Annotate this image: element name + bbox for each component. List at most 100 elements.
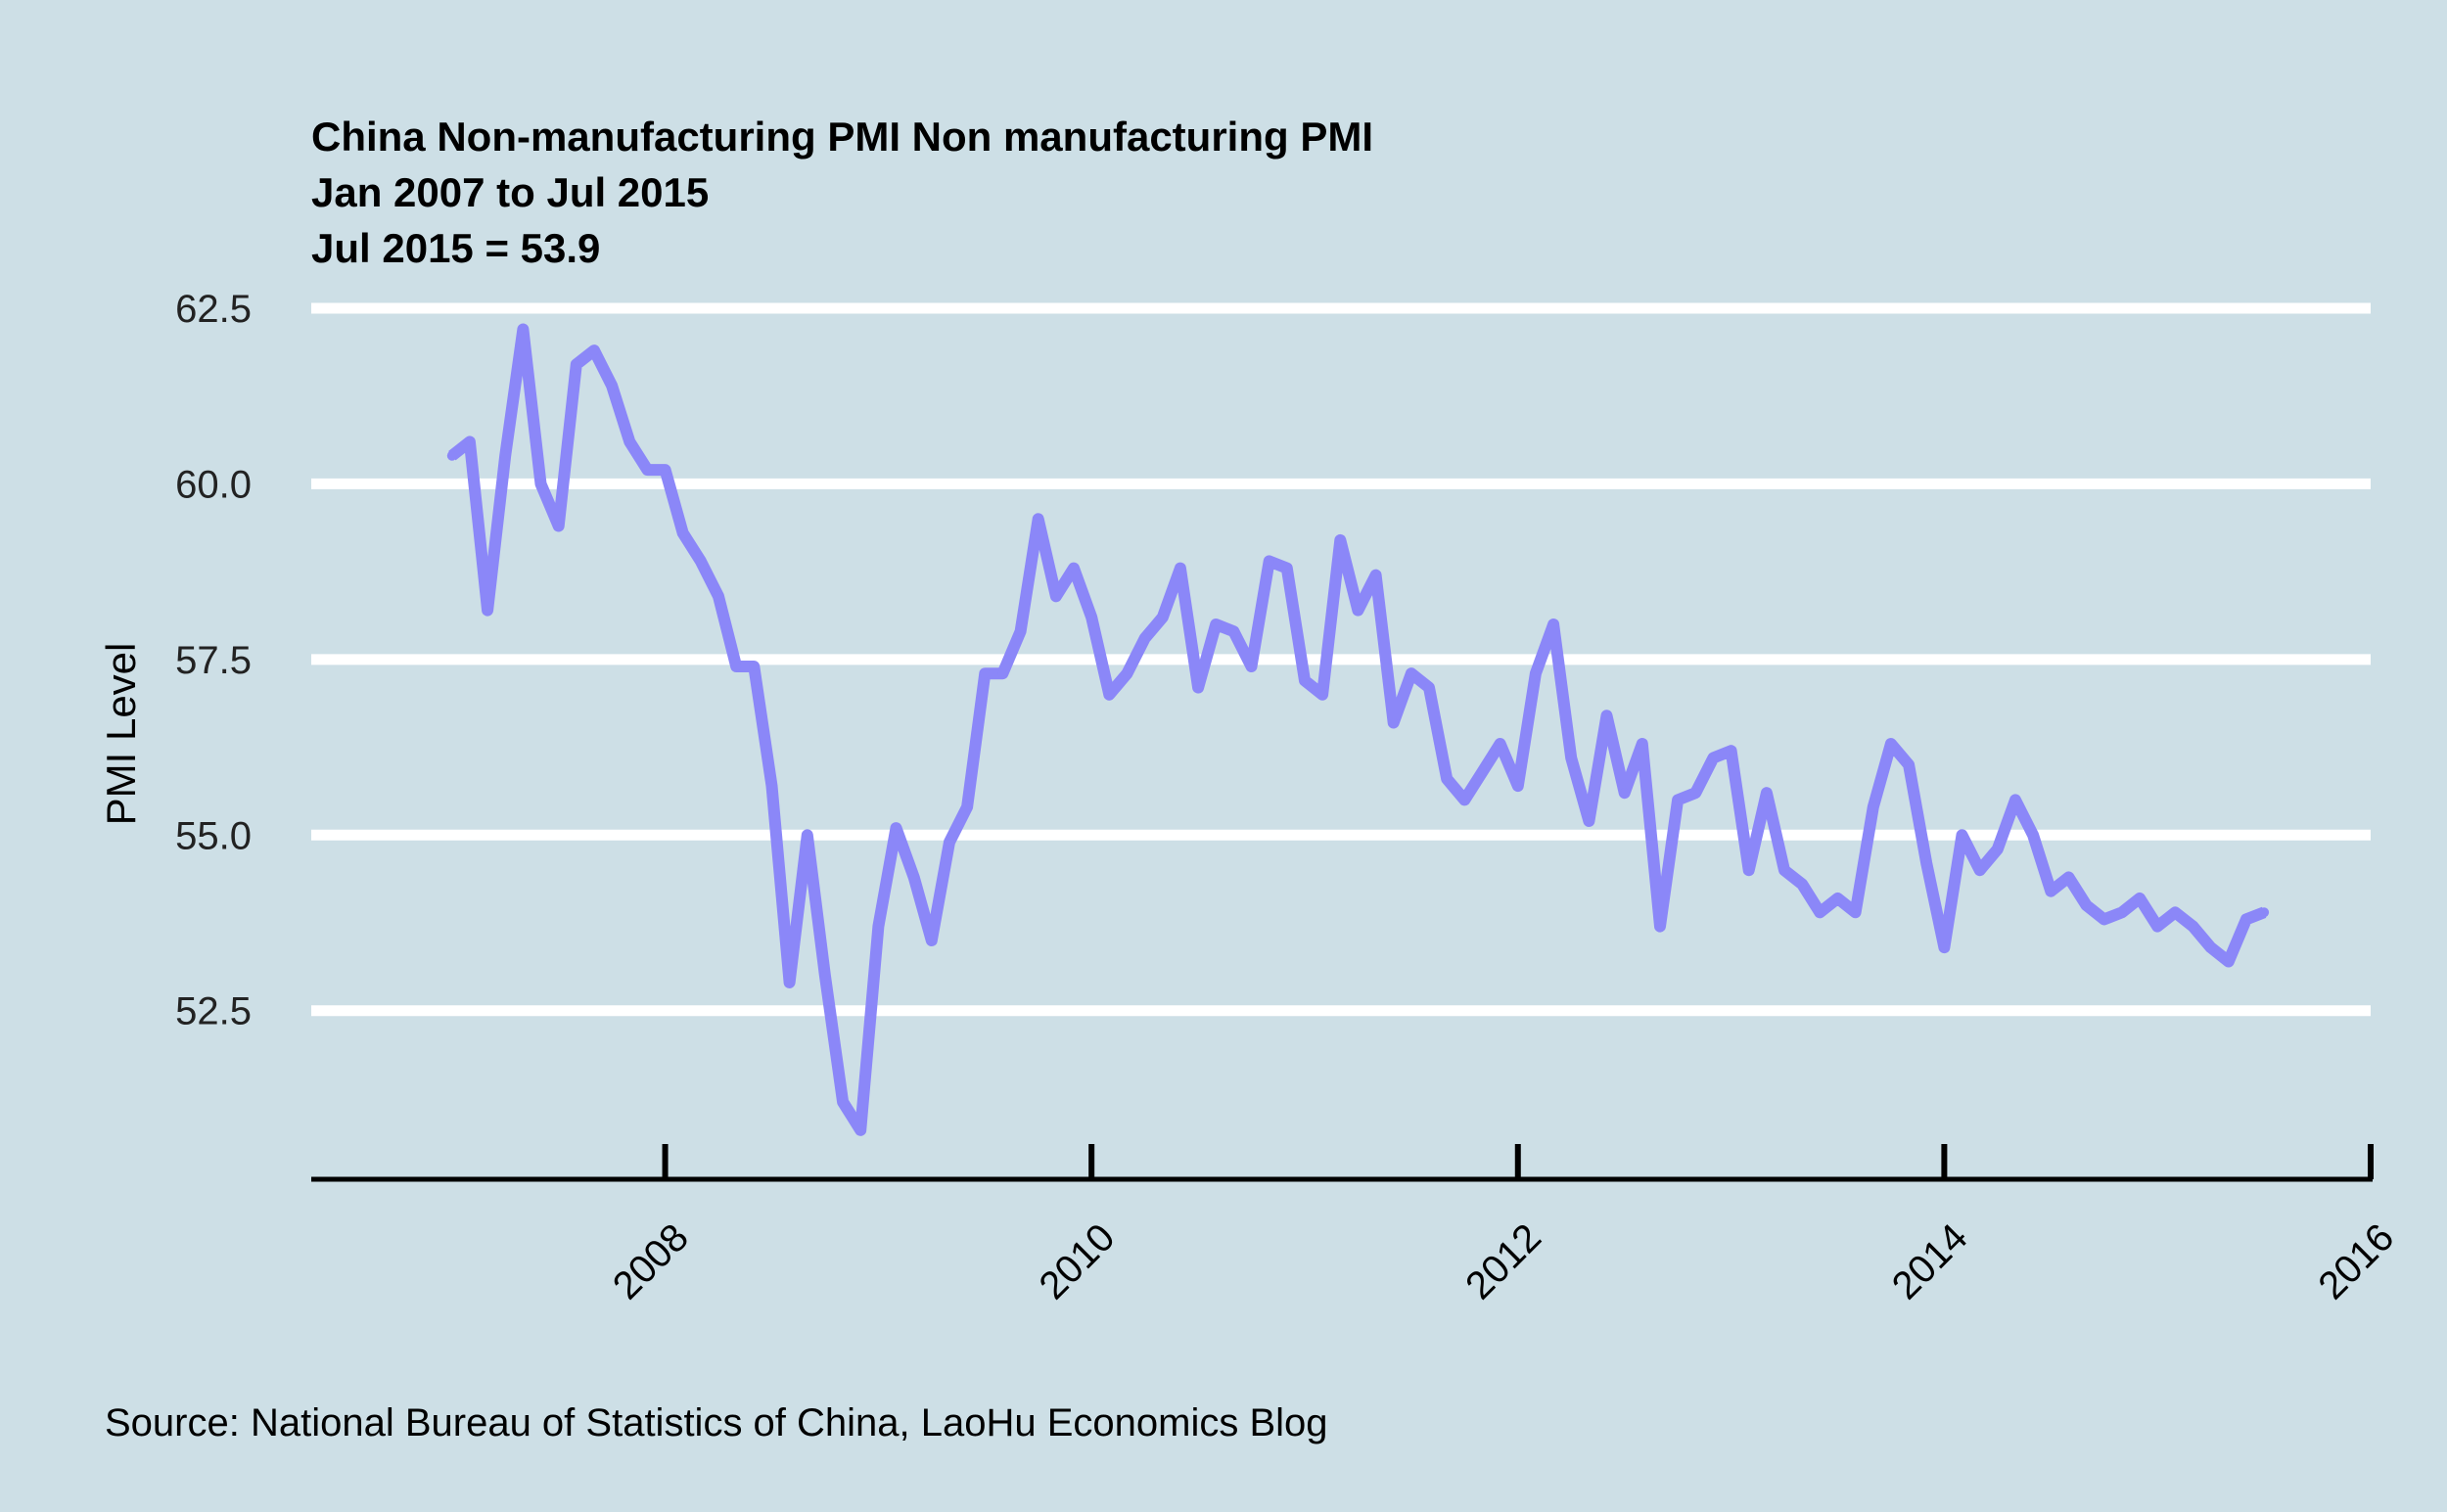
source-note: Source: National Bureau of Statistics of… [105, 1401, 1328, 1444]
data-point-89 [2028, 830, 2039, 841]
title-line-3: Jul 2015 = 53.9 [311, 225, 600, 271]
data-point-9 [607, 381, 618, 390]
data-point-26 [908, 872, 919, 883]
data-point-25 [891, 823, 901, 834]
data-point-11 [642, 465, 653, 476]
data-point-45 [1246, 662, 1257, 671]
data-point-61 [1530, 668, 1541, 679]
data-point-94 [2116, 907, 2127, 918]
data-point-90 [2046, 886, 2056, 896]
data-point-43 [1211, 619, 1222, 629]
data-point-23 [855, 1124, 866, 1135]
data-point-31 [997, 668, 1008, 679]
data-point-84 [1939, 942, 1950, 953]
data-point-100 [2223, 956, 2234, 967]
data-point-48 [1300, 675, 1310, 686]
y-tick-label: 55.0 [175, 814, 252, 857]
data-point-64 [1584, 816, 1594, 826]
data-point-52 [1370, 570, 1381, 580]
data-point-101 [2240, 914, 2251, 925]
data-point-40 [1157, 612, 1168, 622]
data-point-24 [873, 921, 884, 932]
data-point-15 [714, 591, 723, 602]
data-point-56 [1442, 773, 1453, 784]
data-point-88 [2010, 795, 2020, 805]
data-point-66 [1619, 788, 1630, 799]
data-point-46 [1264, 556, 1274, 567]
data-point-74 [1761, 788, 1772, 799]
data-point-72 [1726, 746, 1736, 756]
data-point-71 [1708, 753, 1719, 763]
data-point-80 [1868, 802, 1878, 812]
x-tick-label: 2010 [1031, 1215, 1123, 1307]
data-point-62 [1548, 619, 1559, 629]
data-point-97 [2170, 907, 2181, 918]
data-point-36 [1086, 612, 1097, 622]
data-point-85 [1957, 830, 1967, 841]
y-tick-label: 60.0 [175, 463, 252, 506]
data-point-39 [1139, 633, 1150, 644]
data-point-76 [1797, 879, 1808, 890]
data-point-54 [1406, 668, 1416, 679]
data-point-86 [1974, 865, 1985, 876]
data-point-18 [766, 781, 777, 792]
data-point-38 [1122, 668, 1132, 679]
data-point-47 [1281, 563, 1292, 573]
data-point-5 [535, 479, 546, 489]
data-point-16 [731, 662, 742, 671]
x-tick-label: 2014 [1884, 1215, 1976, 1307]
data-point-7 [571, 359, 581, 370]
data-point-28 [945, 837, 954, 848]
data-point-87 [1992, 844, 2003, 854]
data-point-19 [784, 978, 795, 987]
data-point-60 [1512, 781, 1523, 792]
data-point-22 [838, 1097, 849, 1107]
y-tick-label: 57.5 [175, 639, 252, 682]
data-point-29 [962, 802, 973, 812]
data-point-49 [1317, 689, 1328, 700]
data-point-53 [1388, 717, 1399, 728]
y-axis-tick-labels: 52.5 55.0 57.5 60.0 62.5 [175, 288, 252, 1033]
data-point-51 [1353, 605, 1363, 616]
data-point-8 [589, 345, 599, 356]
data-point-82 [1904, 759, 1915, 770]
data-point-91 [2063, 872, 2074, 883]
data-point-81 [1885, 739, 1896, 749]
data-point-59 [1495, 739, 1505, 749]
data-point-4 [518, 324, 529, 335]
data-point-77 [1815, 907, 1825, 918]
data-point-93 [2099, 914, 2109, 925]
data-point-75 [1779, 865, 1789, 876]
data-point-57 [1459, 795, 1470, 805]
data-point-73 [1743, 865, 1754, 876]
chart-title: China Non-manufacturing PMI Non manufact… [311, 114, 1373, 271]
data-point-12 [660, 465, 670, 476]
x-tick-label: 2008 [605, 1215, 697, 1307]
x-tick-label: 2012 [1457, 1215, 1549, 1307]
data-point-44 [1228, 626, 1239, 637]
data-point-21 [819, 970, 830, 981]
data-point-67 [1637, 739, 1647, 749]
data-point-10 [624, 436, 635, 447]
data-point-70 [1690, 788, 1701, 799]
data-point-17 [749, 662, 760, 671]
data-point-99 [2205, 942, 2216, 953]
data-point-96 [2152, 921, 2163, 932]
data-point-95 [2135, 893, 2145, 903]
data-point-50 [1335, 534, 1346, 545]
data-point-2 [483, 605, 493, 616]
data-point-13 [677, 527, 688, 538]
data-point-1 [464, 436, 475, 447]
data-point-37 [1104, 689, 1115, 700]
data-point-69 [1673, 795, 1684, 805]
data-point-35 [1069, 563, 1079, 573]
series-layer [446, 323, 2270, 1136]
data-point-58 [1477, 766, 1488, 777]
data-point-79 [1850, 907, 1861, 918]
data-point-33 [1033, 514, 1043, 525]
y-axis-label: PMI Level [98, 643, 144, 826]
x-tick-label: 2016 [2310, 1215, 2402, 1307]
y-tick-label: 62.5 [175, 288, 252, 331]
title-line-2: Jan 2007 to Jul 2015 [311, 169, 709, 215]
title-line-1: China Non-manufacturing PMI Non manufact… [311, 114, 1373, 160]
